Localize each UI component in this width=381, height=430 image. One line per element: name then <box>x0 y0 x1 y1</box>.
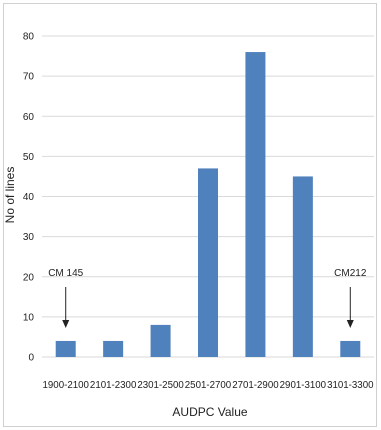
x-tick-label: 2101-2300 <box>90 380 137 391</box>
x-tick-label: 1900-2100 <box>43 380 90 391</box>
y-tick-label: 10 <box>23 312 35 323</box>
annotation-label: CM 145 <box>48 268 83 279</box>
bar <box>55 340 76 357</box>
x-tick-label: 2901-3100 <box>280 380 327 391</box>
x-tick-label: 2501-2700 <box>185 380 232 391</box>
y-tick-label: 40 <box>23 192 35 203</box>
annotation-arrowhead <box>62 320 70 328</box>
bar <box>103 340 124 357</box>
y-tick-label: 50 <box>23 152 35 163</box>
y-axis-title: No of lines <box>3 167 17 224</box>
bar <box>150 324 171 357</box>
y-axis-ticks: 0 10 20 30 40 50 60 70 80 <box>23 32 35 364</box>
bar <box>340 340 361 357</box>
x-axis-ticks: 1900-2100 2101-2300 2301-2500 2501-2700 2701… <box>43 380 374 391</box>
y-tick-label: 80 <box>23 32 35 43</box>
bar <box>292 176 313 357</box>
y-tick-label: 20 <box>23 272 35 283</box>
gridlines <box>42 35 374 358</box>
y-tick-label: 60 <box>23 112 35 123</box>
annotation-label: CM212 <box>334 268 367 279</box>
y-tick-label: 30 <box>23 232 35 243</box>
x-tick-label: 3101-3300 <box>327 380 374 391</box>
y-tick-label: 70 <box>23 72 35 83</box>
annotation-arrowhead <box>346 320 354 328</box>
bars <box>55 52 361 358</box>
x-tick-label: 2301-2500 <box>137 380 184 391</box>
bar <box>245 52 266 358</box>
bar <box>198 168 218 357</box>
y-tick-label: 0 <box>28 353 34 364</box>
x-tick-label: 2701-2900 <box>232 380 279 391</box>
x-axis-title: AUDPC Value <box>172 405 247 419</box>
annotations: CM 145 CM212 <box>48 268 367 328</box>
